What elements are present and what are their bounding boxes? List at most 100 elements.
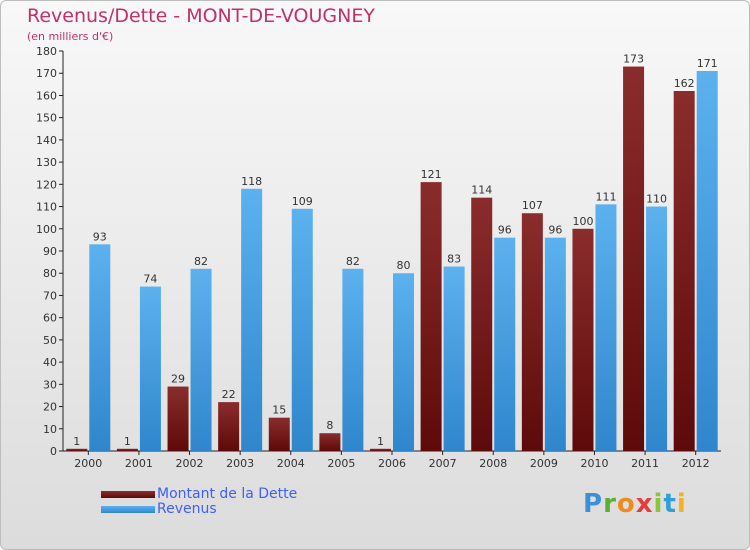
x-tick-label: 2002: [176, 457, 204, 470]
bar-revenus: [696, 71, 718, 451]
chart-title: Revenus/Dette - MONT-DE-VOUGNEY: [27, 5, 375, 27]
x-tick-label: 2007: [429, 457, 457, 470]
data-label-revenus: 118: [241, 175, 262, 188]
x-tick-label: 2010: [580, 457, 608, 470]
bar-revenus: [646, 206, 668, 451]
bar-revenus: [595, 204, 617, 451]
bar-dette: [66, 448, 88, 451]
data-label-revenus: 111: [595, 190, 616, 203]
data-label-revenus: 110: [646, 193, 667, 206]
y-tick-label: 110: [36, 201, 57, 214]
logo-letter: x: [635, 489, 654, 519]
y-tick-label: 120: [36, 178, 57, 191]
x-tick-label: 2005: [327, 457, 355, 470]
bar-revenus: [393, 273, 414, 451]
data-label-revenus: 80: [397, 259, 411, 272]
bar-revenus: [139, 286, 161, 451]
y-tick-label: 50: [43, 334, 57, 347]
data-label-revenus: 96: [498, 224, 512, 237]
y-tick-label: 40: [43, 356, 57, 369]
bar-revenus: [89, 244, 111, 451]
bar-dette: [623, 66, 645, 452]
data-label-dette: 121: [421, 168, 442, 181]
legend-swatch-revenus: [101, 506, 155, 513]
x-tick-label: 2009: [530, 457, 558, 470]
bar-revenus: [241, 188, 263, 451]
bar-dette: [572, 228, 594, 451]
logo-letter: i: [676, 489, 687, 519]
data-label-dette: 15: [272, 404, 286, 417]
bar-revenus: [443, 266, 465, 451]
data-label-dette: 107: [522, 199, 543, 212]
bar-dette: [673, 91, 695, 451]
data-label-dette: 29: [171, 373, 185, 386]
legend-swatch-dette: [101, 491, 155, 498]
data-label-dette: 100: [572, 215, 593, 228]
data-label-revenus: 171: [697, 57, 718, 70]
x-tick-label: 2012: [682, 457, 710, 470]
y-tick-label: 100: [36, 223, 57, 236]
data-label-dette: 1: [124, 435, 131, 448]
y-tick-label: 30: [43, 378, 57, 391]
logo-letter: o: [616, 489, 636, 519]
x-tick-label: 2011: [631, 457, 659, 470]
bar-revenus: [544, 237, 566, 451]
x-tick-label: 2008: [479, 457, 507, 470]
data-label-dette: 1: [377, 435, 384, 448]
logo-letter: P: [583, 489, 604, 519]
data-label-revenus: 82: [346, 255, 360, 268]
bar-dette: [370, 448, 391, 451]
y-tick-label: 70: [43, 289, 57, 302]
bars: [66, 66, 718, 452]
x-tick-label: 2001: [125, 457, 153, 470]
x-tick-label: 2006: [378, 457, 406, 470]
bar-dette: [319, 433, 341, 451]
data-label-revenus: 96: [548, 224, 562, 237]
y-tick-label: 60: [43, 312, 57, 325]
y-tick-label: 0: [50, 445, 57, 458]
y-tick-label: 20: [43, 401, 57, 414]
bar-dette: [471, 197, 493, 451]
y-tick-label: 90: [43, 245, 57, 258]
value-labels: 1 93 1 74 29 82 22 118 15 109 8 82 1 80 121 83 114 96 107 9…: [73, 53, 717, 448]
y-tick-label: 140: [36, 134, 57, 147]
y-tick-label: 130: [36, 156, 57, 169]
legend-label-dette: Montant de la Dette: [157, 486, 298, 502]
y-tick-label: 170: [36, 67, 57, 80]
bar-dette: [218, 402, 240, 451]
data-label-dette: 114: [471, 184, 492, 197]
data-label-revenus: 82: [194, 255, 208, 268]
x-tick-label: 2004: [277, 457, 305, 470]
bar-dette: [521, 213, 543, 451]
x-tick-label: 2003: [226, 457, 254, 470]
x-tick-label: 2000: [74, 457, 102, 470]
bar-dette: [268, 417, 290, 451]
data-label-dette: 173: [623, 53, 644, 66]
bar-revenus: [342, 268, 364, 451]
data-label-dette: 22: [222, 388, 236, 401]
data-label-dette: 162: [674, 77, 695, 90]
bar-chart: 0 10 20 30 40 50 60 70 80 90 100 110 120 130 140 150 160…: [36, 45, 721, 470]
bar-revenus: [494, 237, 516, 451]
bar-dette: [167, 386, 189, 451]
logo-letter: r: [603, 489, 617, 519]
data-label-revenus: 93: [93, 230, 107, 243]
logo-letter: i: [653, 489, 664, 519]
y-tick-label: 10: [43, 423, 57, 436]
y-tick-label: 160: [36, 89, 57, 102]
legend-label-revenus: Revenus: [157, 501, 217, 517]
axes: 0 10 20 30 40 50 60 70 80 90 100 110 120 130 140 150 160…: [36, 45, 721, 470]
logo-letter: t: [663, 489, 677, 519]
bar-dette: [420, 182, 442, 451]
bar-dette: [116, 448, 138, 451]
proxiti-logo: Proxiti: [583, 489, 687, 519]
data-label-revenus: 109: [292, 195, 313, 208]
y-tick-label: 180: [36, 45, 57, 58]
data-label-dette: 8: [326, 419, 333, 432]
y-tick-label: 150: [36, 112, 57, 125]
data-label-revenus: 74: [143, 273, 157, 286]
bar-revenus: [291, 208, 313, 451]
chart-subtitle: (en milliers d'€): [27, 30, 114, 43]
bar-revenus: [190, 268, 212, 451]
